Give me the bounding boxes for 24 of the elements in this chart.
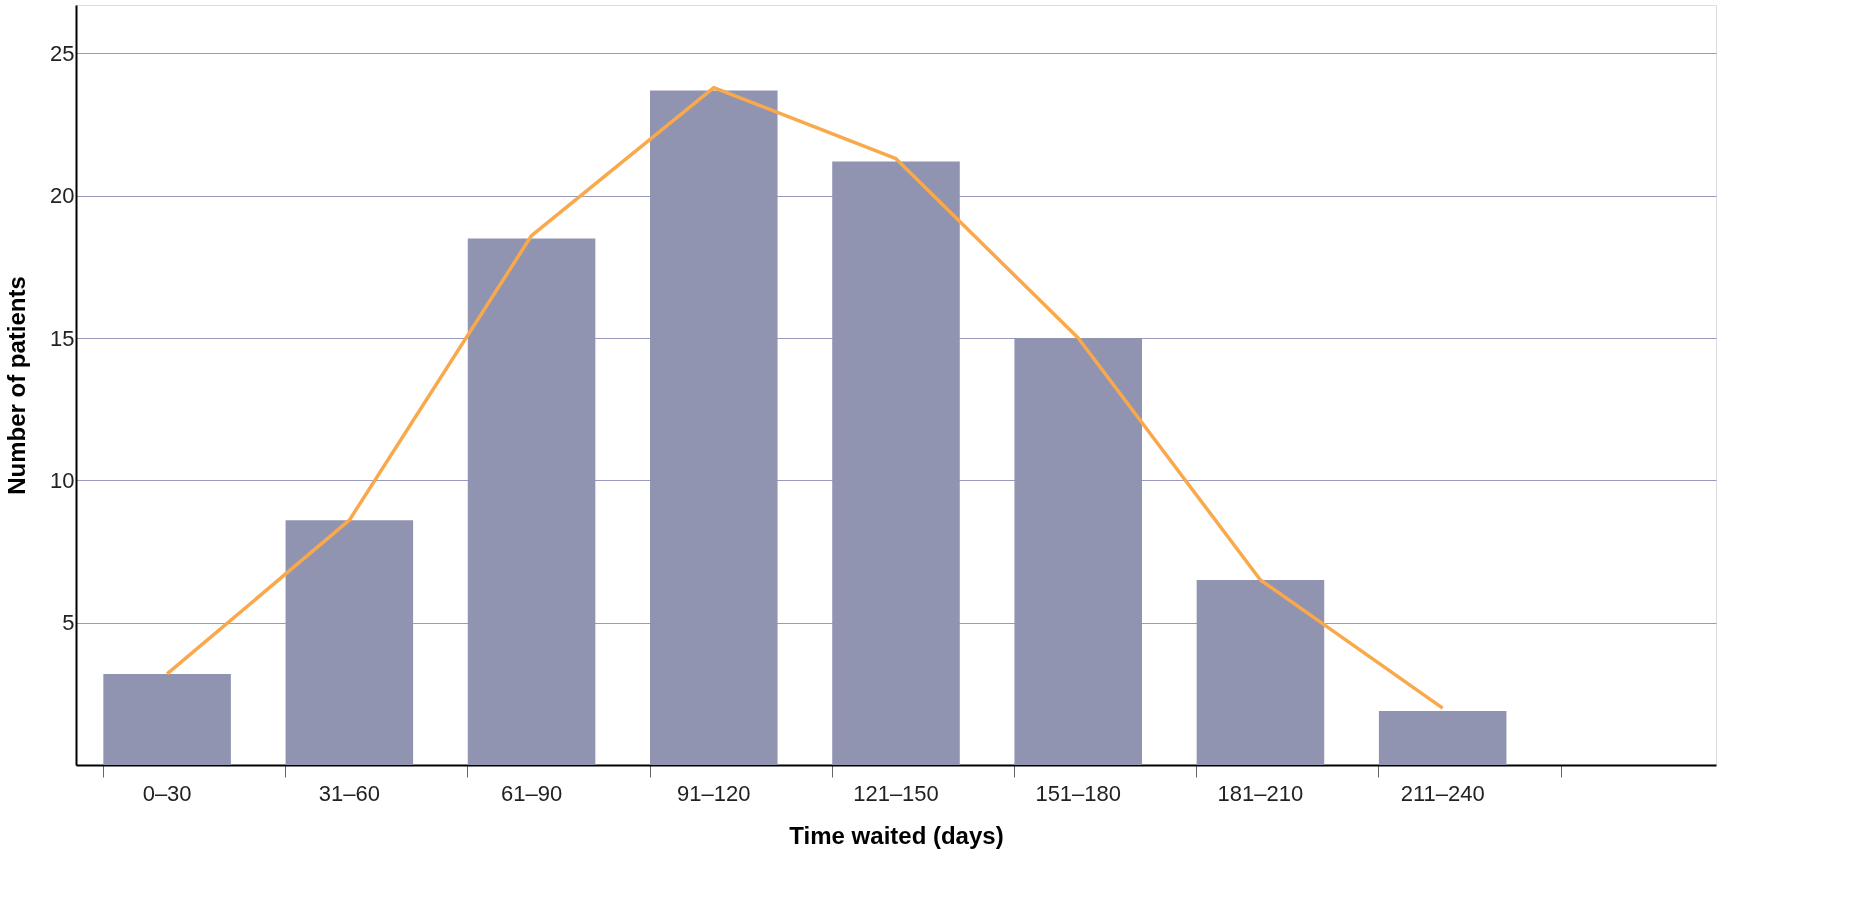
x-tick-label: 121–150 [853, 780, 939, 806]
y-tick-label: 5 [62, 610, 75, 636]
bar [103, 673, 231, 765]
x-tick-label: 211–240 [1400, 780, 1485, 806]
x-tick-label: 181–210 [1217, 780, 1304, 806]
y-axis-title: Number of patients [3, 276, 31, 495]
bar [285, 520, 414, 765]
line-series [165, 85, 1445, 710]
x-tick-label: 61–90 [500, 780, 563, 806]
y-tick-label: 10 [50, 467, 75, 493]
bar [1378, 710, 1507, 765]
x-tick-label: 91–120 [677, 780, 751, 806]
y-tick-label: 20 [50, 183, 75, 209]
bar [1014, 338, 1142, 765]
x-tick-label: 0–30 [142, 780, 192, 806]
y-tick-label: 15 [50, 325, 75, 351]
bar [467, 238, 596, 765]
x-axis-title: Time waited (days) [789, 821, 1004, 849]
bar [650, 90, 778, 765]
y-tick-label: 25 [50, 40, 75, 66]
bar [1196, 579, 1325, 765]
bar [832, 161, 960, 765]
x-tick-label: 151–180 [1035, 780, 1122, 806]
x-tick-label: 31–60 [318, 780, 380, 806]
